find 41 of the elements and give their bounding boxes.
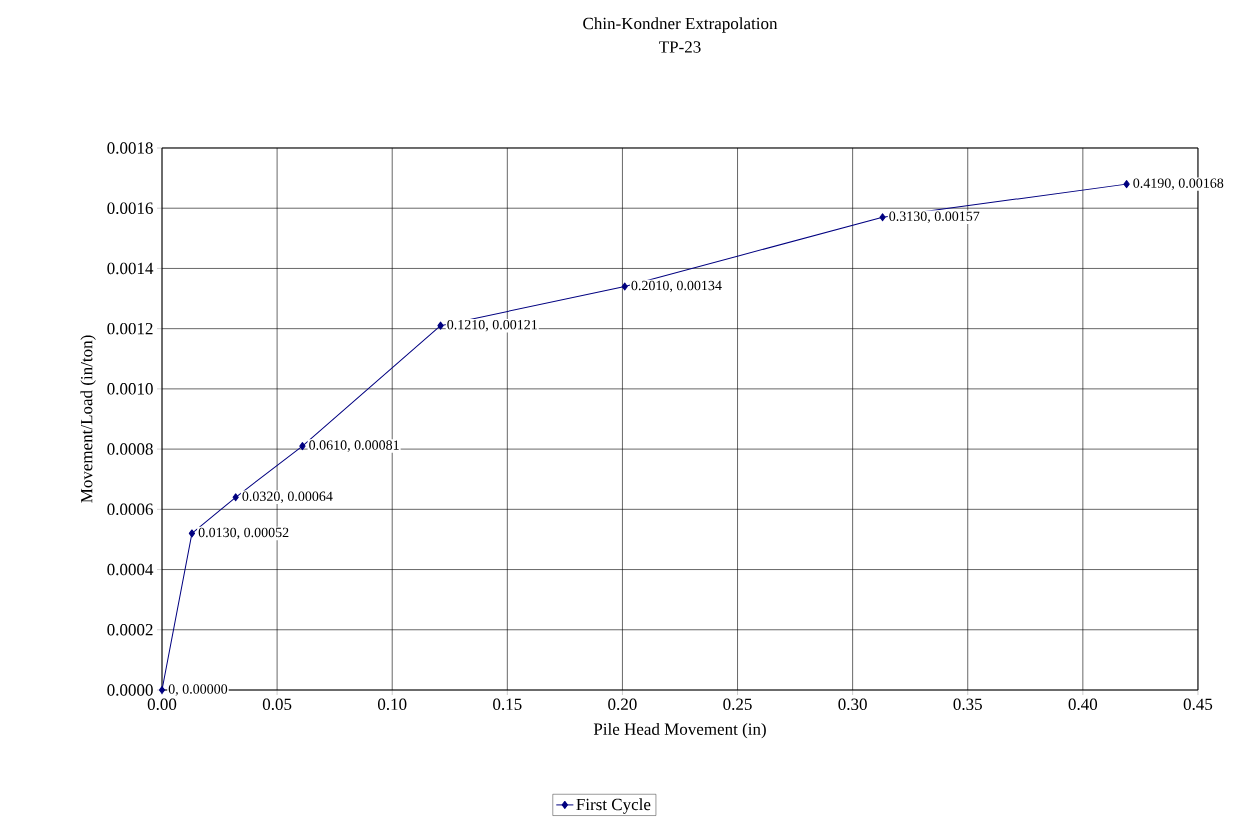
point [437,321,444,330]
x-tick-label: 0.25 [723,698,752,711]
point [879,213,886,222]
chart-title: Chin-Kondner Extrapolation [583,17,778,33]
y-tick-label: 0.0006 [107,503,153,516]
y-tick-label: 0.0016 [107,202,153,214]
data-label: 0.4190, 0.00168 [1133,178,1224,190]
point [158,686,166,694]
y-tick-label: 0.0014 [107,262,154,275]
y-tick-label: 0.0004 [107,563,154,576]
data-label: 0, 0.00000 [168,684,228,696]
y-axis-title: Movement/Load (in/ton) [80,335,96,503]
point [1123,180,1130,189]
x-tick-label: 0.20 [608,698,637,711]
x-tick-label: 0.40 [1068,698,1098,711]
x-tick-label: 0.30 [838,698,867,711]
data-label: 0.3130, 0.00157 [889,211,980,223]
legend-label: First Cycle [576,798,651,814]
data-label: 0.0610, 0.00081 [309,440,399,452]
y-tick-label: 0.0000 [107,684,153,696]
data-label: 0.1210, 0.00121 [447,319,537,332]
point [232,493,239,502]
x-tick-label: 0.05 [262,698,292,711]
data-label: 0.0320, 0.00064 [242,491,333,504]
y-tick-label: 0.0002 [107,624,153,636]
x-tick-label: 0.10 [377,698,407,711]
point [621,282,628,291]
point [188,529,196,538]
y-tick-label: 0.0012 [107,322,153,335]
y-tick-label: 0.0018 [107,142,153,154]
y-tick-label: 0.0008 [107,443,153,455]
x-axis-title: Pile Head Movement (in) [593,722,766,739]
data-label: 0.0130, 0.00052 [198,527,289,540]
chart-subtitle: TP-23 [659,41,701,53]
point [299,442,306,451]
x-tick-label: 0.45 [1183,698,1213,711]
y-tick-label: 0.0010 [107,383,153,395]
x-tick-label: 0.00 [147,698,177,711]
x-tick-label: 0.35 [953,698,982,711]
x-tick-label: 0.15 [493,698,522,711]
data-label: 0.2010, 0.00134 [631,280,722,293]
